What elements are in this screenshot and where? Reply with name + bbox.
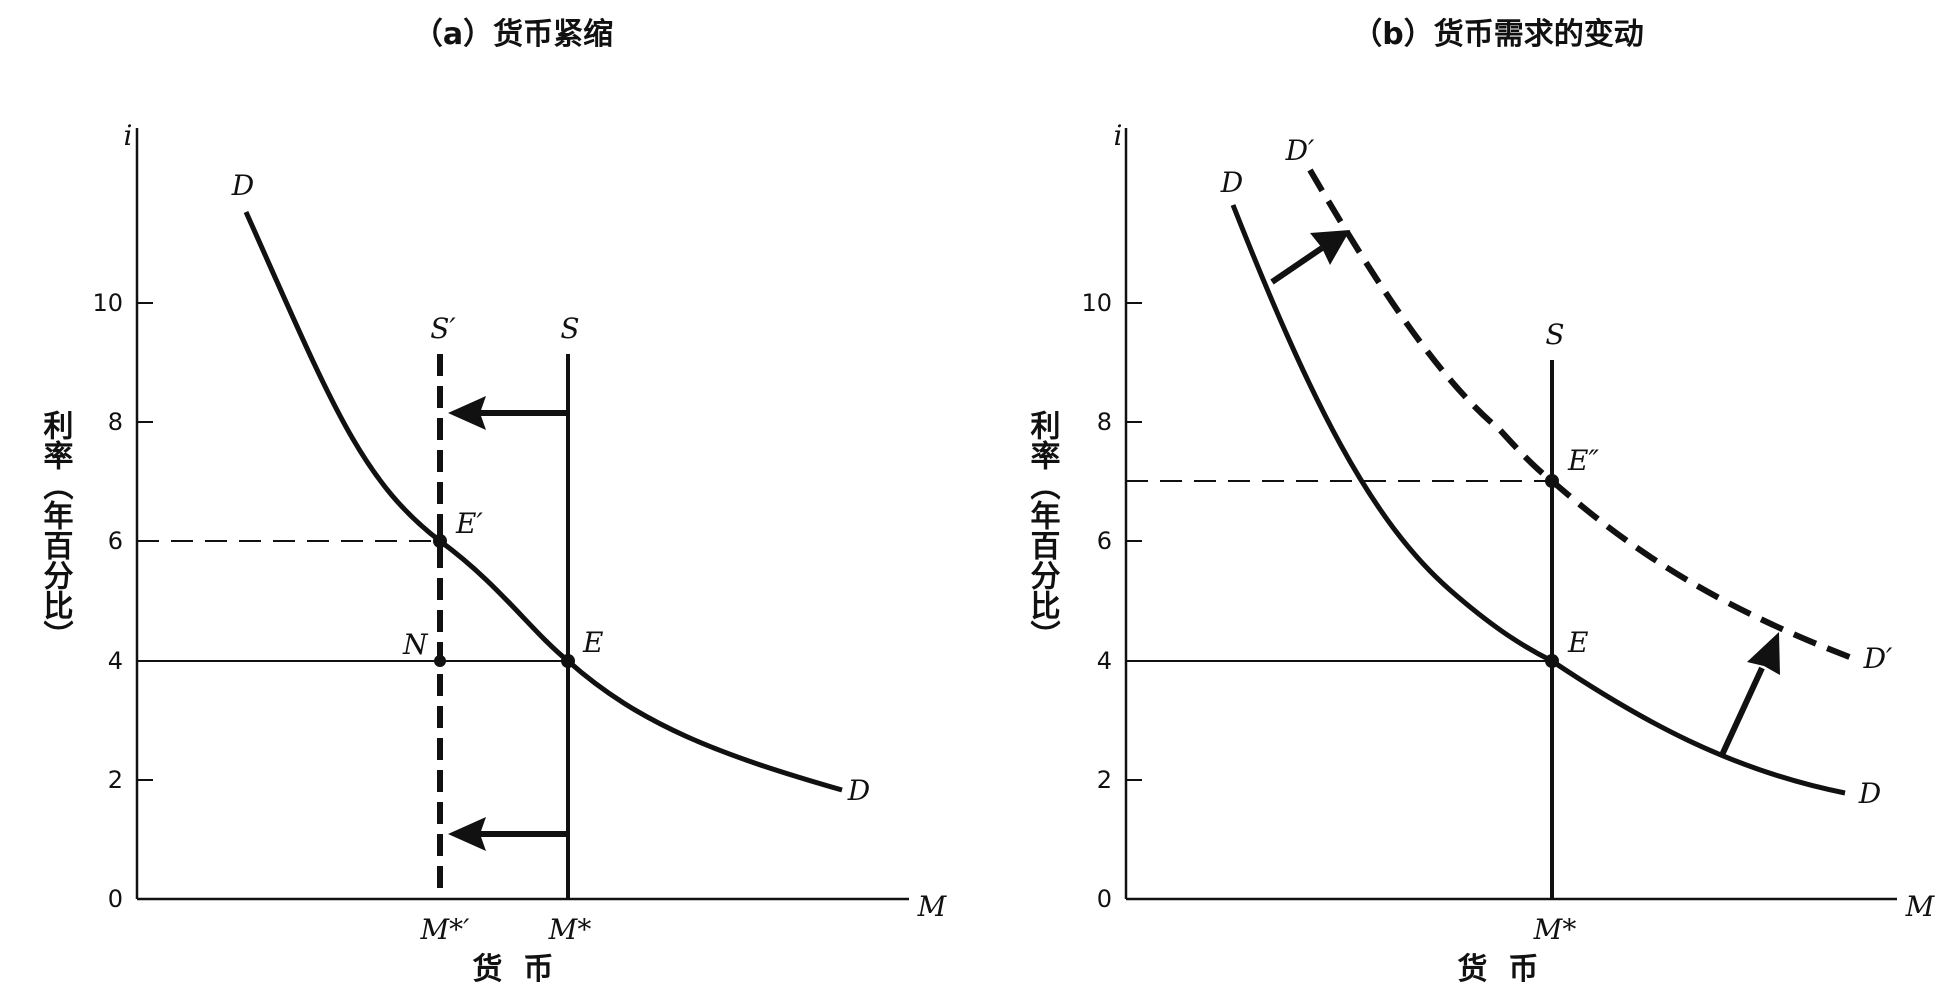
panel-a-ytick-label: 8	[108, 408, 123, 436]
panel-a-point-E	[561, 654, 575, 668]
panel-b-title: （b）货币需求的变动	[1352, 17, 1643, 52]
panel-a-demand-curve	[243, 210, 843, 793]
panel-b-ytick-label: 4	[1097, 647, 1112, 675]
panel-a-ytick-label: 0	[108, 885, 123, 913]
panel-a-shift-arrow-bottom	[448, 817, 566, 851]
panel-b-label-D-top: D	[1220, 166, 1243, 199]
panel-b-ytick-label: 2	[1097, 766, 1112, 794]
panel-b-ytick-label: 10	[1081, 289, 1112, 317]
panel-a-ytick-label: 6	[108, 527, 123, 555]
panel-b-label-S: S	[1545, 318, 1564, 351]
panel-a-label-D-top: D	[231, 169, 254, 202]
panel-a-x-label: 货 币	[473, 952, 554, 987]
panel-a-ytick-label: 2	[108, 766, 123, 794]
panel-b-chart: （b）货币需求的变动 i M 10 8 6 4 2 0 利率（年百分比） S D	[1025, 17, 1936, 987]
panel-a-chart: （a）货币紧缩 i M 10 8 6 4 2 0 利率（年百分比） S S′	[38, 17, 948, 987]
panel-a-label-E-prime: E′	[455, 507, 483, 540]
panel-b-x-label: 货 币	[1458, 952, 1539, 987]
panel-a-label-E: E	[582, 626, 603, 659]
panel-a-label-D-end: D	[847, 774, 870, 807]
panel-b-demand-curve-D	[1230, 204, 1846, 796]
panel-a-y-label: 利率（年百分比）	[38, 410, 74, 650]
panel-a-ytick-label: 4	[108, 647, 123, 675]
panel-a-y-symbol: i	[124, 119, 133, 152]
panel-a-xtick-M-star: M*	[548, 913, 592, 946]
panel-a-xtick-M-star-prime: M*′	[419, 913, 470, 946]
panel-b-label-D-prime-top: D′	[1285, 134, 1315, 167]
panel-a-y-ticks: 10 8 6 4 2 0	[92, 289, 153, 913]
panel-b-shift-arrow-upper	[1270, 230, 1350, 285]
panel-b-label-E-double-prime: E″	[1567, 444, 1599, 477]
panel-a-label-S-prime: S′	[430, 312, 456, 345]
panel-a-point-N	[434, 655, 446, 667]
panel-b-label-D-prime-end: D′	[1863, 642, 1893, 675]
panel-b-demand-curve-D-prime	[1307, 168, 1854, 661]
panel-a-point-E-prime	[433, 534, 447, 548]
panel-a-label-S: S	[560, 312, 579, 345]
panel-b-y-label: 利率（年百分比）	[1025, 410, 1061, 650]
panel-b-ytick-label: 8	[1097, 408, 1112, 436]
panel-a-shift-arrow-top	[448, 396, 566, 430]
panel-a-ytick-label: 10	[92, 289, 123, 317]
panel-b-ytick-label: 6	[1097, 527, 1112, 555]
panel-b-point-E	[1545, 654, 1559, 668]
panel-b-xtick-M-star: M*	[1533, 913, 1577, 946]
panel-b-y-ticks: 10 8 6 4 2 0	[1081, 289, 1142, 913]
panel-b-label-E: E	[1567, 626, 1588, 659]
panel-a-title: （a）货币紧缩	[413, 17, 613, 52]
panel-a-label-N: N	[402, 628, 429, 661]
panel-a-x-symbol: M	[917, 890, 948, 923]
panel-b-shift-arrow-lower	[1719, 632, 1780, 757]
panel-b-ytick-label: 0	[1097, 885, 1112, 913]
panel-b-y-symbol: i	[1114, 119, 1123, 152]
panel-b-label-D-end: D	[1858, 777, 1881, 810]
panel-b-point-E-double-prime	[1545, 474, 1559, 488]
panel-b-x-symbol: M	[1905, 890, 1936, 923]
